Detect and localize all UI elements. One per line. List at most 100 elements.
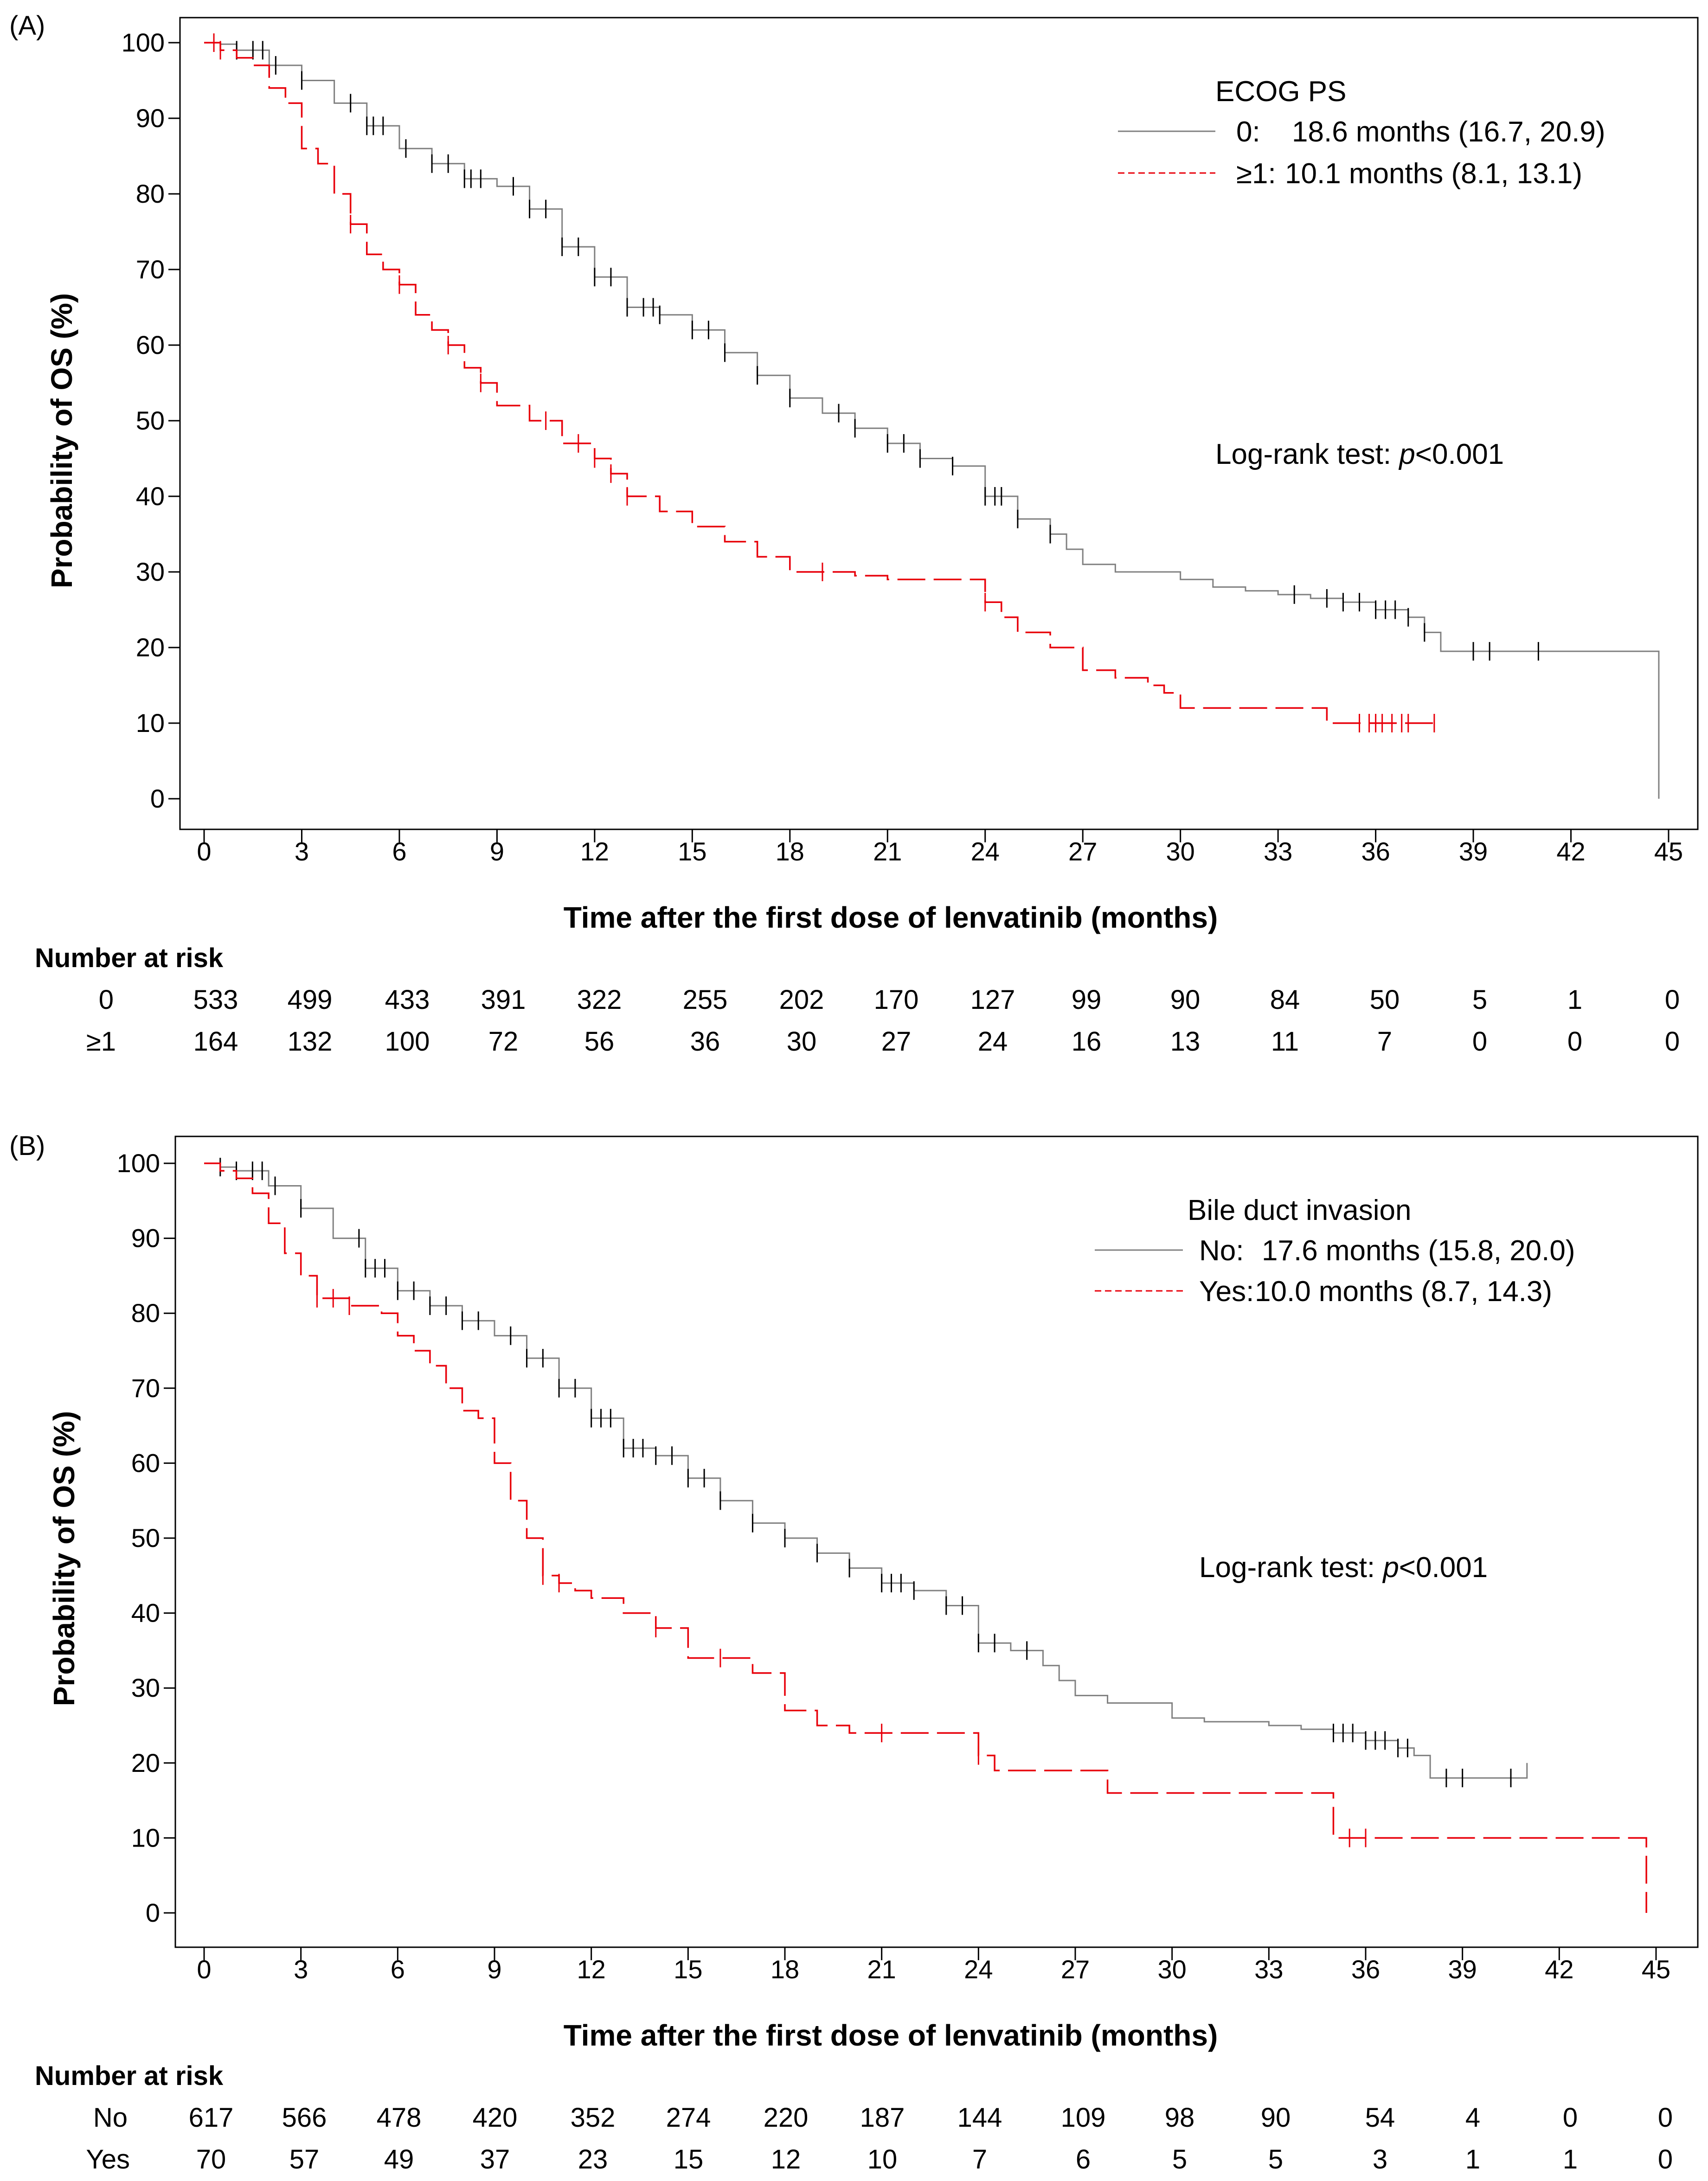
x-tick-label: 42 bbox=[1556, 837, 1585, 866]
logrank-p: p bbox=[1398, 438, 1415, 470]
logrank-annotation: Log-rank test: p<0.001 bbox=[1199, 1552, 1488, 1584]
risk-value: 23 bbox=[578, 2144, 608, 2175]
y-tick-label: 90 bbox=[136, 103, 165, 133]
risk-value: 533 bbox=[193, 985, 238, 1015]
risk-value: 0 bbox=[1658, 2103, 1673, 2133]
risk-table-title: Number at risk bbox=[35, 943, 224, 973]
risk-value: 5 bbox=[1472, 985, 1487, 1015]
km-curve-reference bbox=[204, 1162, 1528, 1779]
risk-value: 10 bbox=[867, 2144, 898, 2175]
x-tick-label: 42 bbox=[1545, 1955, 1573, 1984]
risk-value: 0 bbox=[1472, 1026, 1487, 1057]
panel-label: (B) bbox=[9, 1131, 45, 1161]
risk-value: 1 bbox=[1567, 985, 1582, 1015]
survival-curves bbox=[204, 1158, 1647, 1913]
y-tick-label: 20 bbox=[131, 1748, 160, 1777]
y-tick-label: 30 bbox=[136, 557, 165, 586]
risk-value: 0 bbox=[1665, 985, 1680, 1015]
y-tick-label: 0 bbox=[146, 1898, 160, 1927]
risk-row-label: No bbox=[93, 2103, 128, 2133]
legend-title: ECOG PS bbox=[1215, 76, 1347, 108]
y-axis-title: Probability of OS (%) bbox=[45, 293, 78, 588]
x-tick-label: 15 bbox=[674, 1955, 702, 1984]
risk-value: 50 bbox=[1370, 985, 1400, 1015]
x-tick-label: 30 bbox=[1158, 1955, 1187, 1984]
km-curve-reference bbox=[204, 42, 1660, 799]
risk-value: 0 bbox=[1563, 2103, 1578, 2133]
legend-title: Bile duct invasion bbox=[1188, 1194, 1412, 1226]
risk-value: 36 bbox=[690, 1026, 720, 1057]
risk-value: 90 bbox=[1261, 2103, 1291, 2133]
km-curve-comparison bbox=[204, 42, 1434, 724]
x-axis-title: Time after the first dose of lenvatinib … bbox=[564, 2019, 1218, 2052]
x-tick-label: 45 bbox=[1654, 837, 1683, 866]
km-curve-comparison bbox=[204, 1162, 1647, 1913]
risk-value: 100 bbox=[385, 1026, 430, 1057]
x-tick-label: 39 bbox=[1459, 837, 1488, 866]
risk-value: 420 bbox=[473, 2103, 518, 2133]
risk-value: 15 bbox=[674, 2144, 704, 2175]
legend-value-1: 10.1 months (8.1, 13.1) bbox=[1285, 158, 1582, 190]
x-tick-label: 9 bbox=[490, 837, 504, 866]
risk-value: 0 bbox=[1567, 1026, 1582, 1057]
survival-curves bbox=[204, 33, 1660, 799]
y-tick-label: 100 bbox=[117, 1148, 160, 1178]
x-axis-title: Time after the first dose of lenvatinib … bbox=[564, 901, 1218, 934]
risk-value: 127 bbox=[970, 985, 1015, 1015]
x-tick-label: 33 bbox=[1254, 1955, 1283, 1984]
risk-value: 7 bbox=[972, 2144, 987, 2175]
risk-value: 16 bbox=[1072, 1026, 1102, 1057]
risk-value: 90 bbox=[1170, 985, 1201, 1015]
legend-value-0: 17.6 months (15.8, 20.0) bbox=[1262, 1235, 1575, 1267]
legend-label-1: ≥1: bbox=[1236, 158, 1276, 190]
risk-value: 0 bbox=[1665, 1026, 1680, 1057]
risk-value: 352 bbox=[571, 2103, 616, 2133]
risk-value: 13 bbox=[1170, 1026, 1201, 1057]
risk-value: 202 bbox=[779, 985, 824, 1015]
legend-label-1: Yes: bbox=[1199, 1276, 1254, 1308]
x-tick-label: 9 bbox=[487, 1955, 501, 1984]
panel-label: (A) bbox=[9, 11, 45, 41]
risk-value: 54 bbox=[1365, 2103, 1395, 2133]
risk-value: 170 bbox=[874, 985, 919, 1015]
x-tick-label: 18 bbox=[771, 1955, 799, 1984]
x-tick-label: 36 bbox=[1361, 837, 1390, 866]
risk-value: 56 bbox=[584, 1026, 615, 1057]
x-tick-label: 27 bbox=[1068, 837, 1097, 866]
y-tick-label: 100 bbox=[122, 28, 165, 57]
risk-value: 49 bbox=[384, 2144, 414, 2175]
y-tick-label: 90 bbox=[131, 1224, 160, 1253]
risk-value: 274 bbox=[666, 2103, 711, 2133]
y-tick-label: 80 bbox=[136, 179, 165, 208]
y-tick-label: 40 bbox=[131, 1598, 160, 1628]
y-tick-label: 20 bbox=[136, 633, 165, 662]
risk-value: 7 bbox=[1377, 1026, 1392, 1057]
y-tick-label: 50 bbox=[131, 1523, 160, 1552]
logrank-suffix: <0.001 bbox=[1399, 1552, 1488, 1584]
x-tick-label: 0 bbox=[197, 1955, 211, 1984]
risk-table: No 617 566 478 420 352 274 220 187 144 109 98 90 54 4 0… bbox=[86, 2103, 1673, 2175]
risk-row-label: 0 bbox=[99, 985, 114, 1015]
logrank-suffix: <0.001 bbox=[1415, 438, 1504, 470]
risk-value: 3 bbox=[1373, 2144, 1387, 2175]
x-tick-label: 24 bbox=[971, 837, 1000, 866]
x-tick-label: 21 bbox=[867, 1955, 896, 1984]
y-tick-label: 60 bbox=[131, 1448, 160, 1477]
risk-value: 220 bbox=[764, 2103, 809, 2133]
risk-value: 30 bbox=[787, 1026, 817, 1057]
risk-table-title: Number at risk bbox=[35, 2061, 224, 2091]
risk-value: 478 bbox=[377, 2103, 422, 2133]
risk-value: 433 bbox=[385, 985, 430, 1015]
y-tick-label: 70 bbox=[131, 1373, 160, 1403]
y-tick-label: 60 bbox=[136, 330, 165, 359]
x-tick-label: 6 bbox=[392, 837, 406, 866]
x-tick-label: 6 bbox=[391, 1955, 405, 1984]
x-tick-label: 39 bbox=[1448, 1955, 1477, 1984]
y-tick-label: 40 bbox=[136, 481, 165, 511]
risk-table: 0 533 499 433 391 322 255 202 170 127 99 90 84 50 5 1 0 ≥… bbox=[86, 985, 1680, 1057]
logrank-p: p bbox=[1382, 1552, 1399, 1584]
risk-value: 566 bbox=[282, 2103, 327, 2133]
risk-value: 6 bbox=[1076, 2144, 1091, 2175]
risk-value: 144 bbox=[957, 2103, 1002, 2133]
